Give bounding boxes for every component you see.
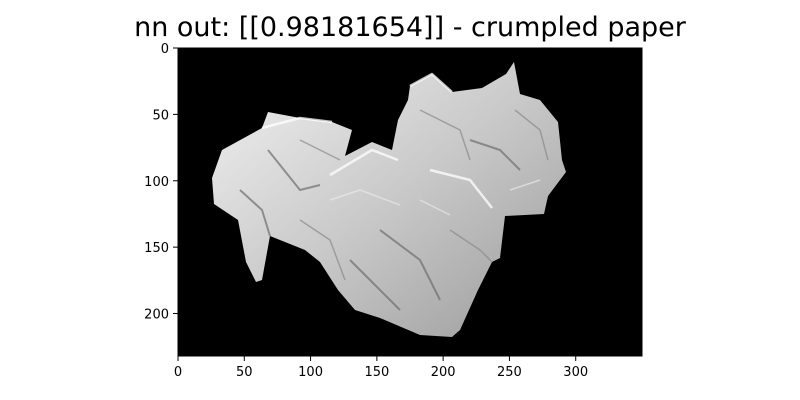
axis-ticks: 0 50 100 150 200 250 300 0 50 100 150 200 xyxy=(144,42,588,380)
x-tick-label: 250 xyxy=(497,365,522,380)
x-tick-label: 200 xyxy=(431,365,456,380)
y-tick-label: 150 xyxy=(144,241,169,256)
crumpled-paper-image xyxy=(212,62,566,337)
x-tick-label: 0 xyxy=(174,365,182,380)
x-tick-label: 50 xyxy=(236,365,253,380)
y-tick-label: 0 xyxy=(161,42,169,57)
x-tick-label: 150 xyxy=(364,365,389,380)
chart-title: nn out: [[0.98181654]] - crumpled paper xyxy=(134,12,686,43)
y-tick-label: 200 xyxy=(144,308,169,323)
y-tick-label: 50 xyxy=(152,108,169,123)
axes-frame xyxy=(177,47,643,357)
x-tick-label: 300 xyxy=(563,365,588,380)
x-tick-label: 100 xyxy=(298,365,323,380)
y-tick-label: 100 xyxy=(144,175,169,190)
